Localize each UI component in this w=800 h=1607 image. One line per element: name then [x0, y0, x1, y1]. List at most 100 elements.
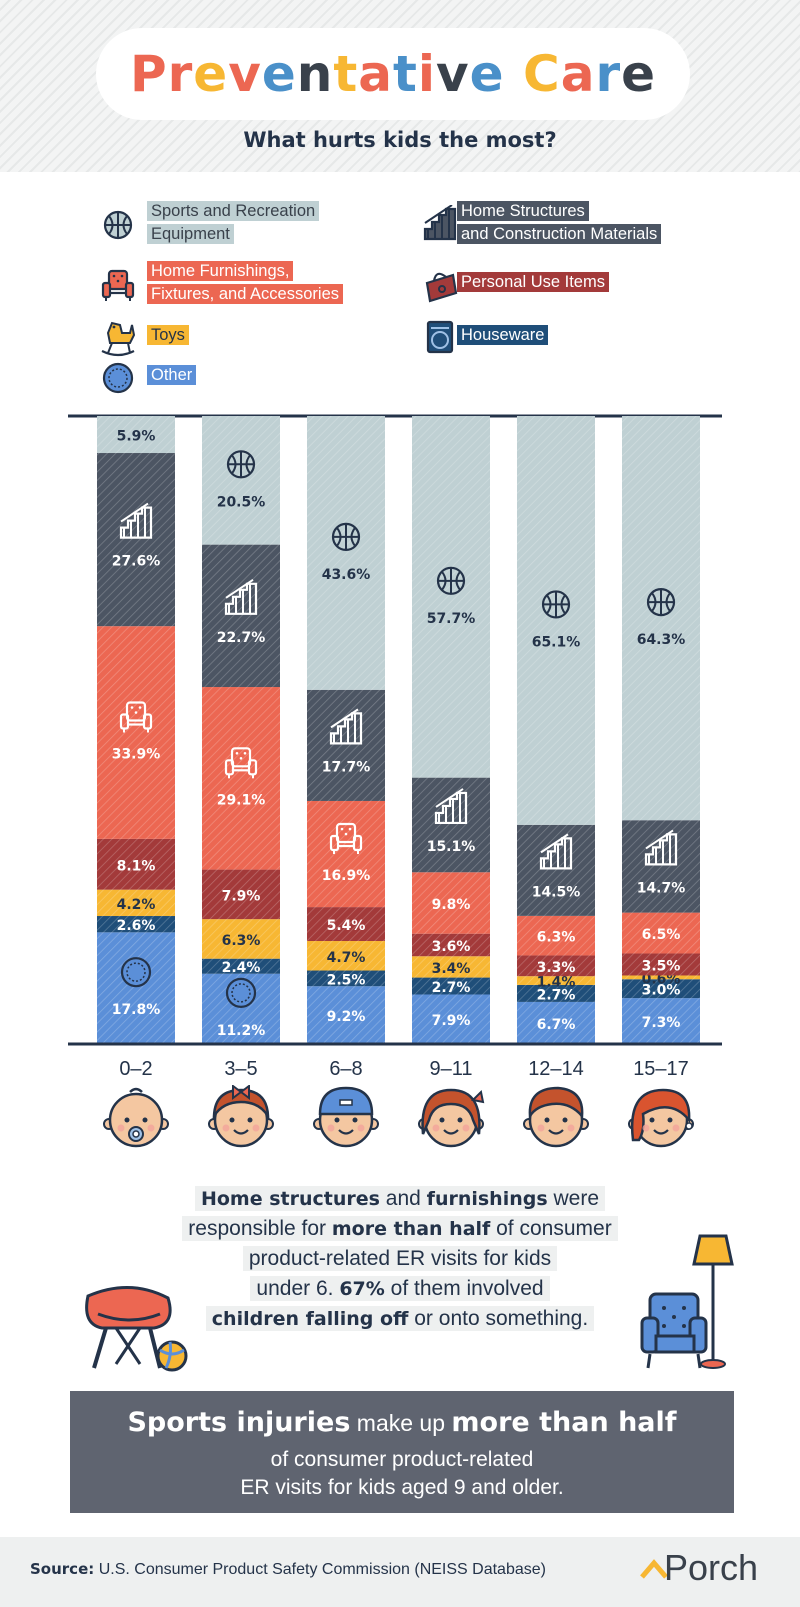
- bar-value-label: 14.7%: [637, 880, 686, 896]
- legend-coin-icon: [102, 362, 134, 394]
- porch-logo-text: Porch: [664, 1547, 759, 1588]
- bar-segment-texture: [97, 916, 175, 933]
- legend-basketball-icon: [103, 210, 133, 240]
- bar-value-label: 3.4%: [432, 961, 471, 977]
- bar-value-label: 2.7%: [537, 987, 576, 1003]
- note-bold-furnishings: furnishings: [426, 1188, 548, 1210]
- bar-value-label: 64.3%: [637, 632, 686, 648]
- bar-basketball-icon: [331, 522, 361, 552]
- legend-label: Toys: [144, 324, 192, 347]
- title-letter: C: [522, 45, 561, 103]
- chair-ball-illustration: [85, 1286, 188, 1372]
- title-letter: r: [167, 45, 194, 103]
- title-letter: v: [436, 45, 470, 103]
- legend-rocking-horse-icon: [101, 321, 136, 357]
- title-letter: v: [228, 45, 262, 103]
- bar-basketball-icon: [646, 588, 676, 617]
- girl-pigtail-face-icon: [418, 1088, 485, 1148]
- bar-basketball-icon: [436, 566, 466, 595]
- bar-stairs-icon: [434, 788, 468, 825]
- note-text: product-related ER visits for kids: [242, 1246, 558, 1271]
- legend-label: Sports and Recreation Equipment: [144, 200, 322, 246]
- bar-coin-icon: [225, 977, 257, 1008]
- bar-segment-texture: [412, 977, 490, 995]
- bar-value-label: 17.8%: [112, 1002, 161, 1018]
- teen-girl-face-icon: [628, 1088, 694, 1148]
- bar-value-label: 3.6%: [432, 939, 471, 955]
- note-text: were: [547, 1187, 600, 1210]
- bar-segment-texture: [412, 933, 490, 957]
- title-pill: Preventative Care: [96, 28, 690, 120]
- legend-label-line: Toys: [147, 325, 189, 345]
- bar-value-label: 5.4%: [327, 918, 366, 934]
- bar-segment-texture: [97, 626, 175, 839]
- bar-value-label: 7.3%: [642, 1015, 681, 1031]
- bar-value-label: 6.3%: [222, 933, 261, 949]
- bar-armchair-icon: [329, 822, 363, 855]
- bar-segment-texture: [622, 979, 700, 999]
- bar-segment-texture: [412, 872, 490, 934]
- title-letter: a: [560, 45, 596, 103]
- bar-value-label: 7.9%: [432, 1013, 471, 1029]
- legend-label-line: Other: [147, 365, 197, 385]
- bar-value-label: 6.3%: [537, 930, 576, 946]
- legend-washer-icon: [426, 320, 454, 354]
- legend-label: Personal Use Items: [454, 271, 612, 294]
- legend-label-line: Home Furnishings,: [147, 261, 294, 281]
- bar-segment-texture: [202, 687, 280, 870]
- bar-segment-texture: [412, 416, 490, 778]
- banner-line-2: of consumer product-related: [270, 1448, 534, 1471]
- bar-value-label: 1.4%: [537, 975, 576, 991]
- x-tick-label: 12–14: [528, 1058, 584, 1080]
- bar-segment-texture: [622, 912, 700, 954]
- banner-line-3: ER visits for kids aged 9 and older.: [240, 1476, 564, 1499]
- bar-segment-texture: [307, 907, 385, 942]
- stacked-bar-chart: 17.8% 2.6% 4.2% 8.1% 33.9% 27.6% 5.9% 11.2% 2.4%…: [68, 414, 722, 1046]
- legend-label-line: Fixtures, and Accessories: [147, 284, 343, 304]
- bar-value-label: 7.9%: [222, 888, 261, 904]
- bar-value-label: 3.0%: [642, 983, 681, 999]
- bar-segment-texture: [412, 777, 490, 873]
- bar-segment-texture: [517, 976, 595, 985]
- legend-label-line: Equipment: [147, 224, 234, 244]
- bar-value-label: 5.9%: [117, 429, 156, 445]
- legend-label-line: Home Structures: [457, 201, 589, 221]
- porch-logo-icon: [640, 1559, 668, 1579]
- legend-label: Houseware: [454, 324, 551, 347]
- bar-segment-texture: [97, 932, 175, 1044]
- bar-segment-texture: [202, 416, 280, 545]
- bar-segment-texture: [202, 869, 280, 920]
- bar-segment-texture: [307, 986, 385, 1044]
- bar-segment-texture: [202, 919, 280, 959]
- bar-value-label: 6.5%: [642, 927, 681, 943]
- bar-value-label: 29.1%: [217, 792, 266, 808]
- bar-value-label: 9.8%: [432, 897, 471, 913]
- bar-segment-texture: [517, 824, 595, 916]
- legend-label-line: Sports and Recreation: [147, 201, 320, 221]
- bar-stairs-icon: [119, 502, 153, 539]
- bar-value-label: 8.1%: [117, 858, 156, 874]
- bar-segment-texture: [517, 416, 595, 825]
- title-letter: t: [333, 45, 359, 103]
- title-letter: e: [621, 45, 657, 103]
- bar-segment-texture: [307, 689, 385, 801]
- bar-value-label: 9.2%: [327, 1009, 366, 1025]
- x-tick-label: 9–11: [429, 1058, 473, 1080]
- note-bold-67-percent: 67%: [339, 1278, 385, 1300]
- bar-value-label: 3.5%: [642, 958, 681, 974]
- bar-value-label: 57.7%: [427, 611, 476, 627]
- legend-label-line: and Construction Materials: [457, 224, 662, 244]
- bar-segment-texture: [622, 820, 700, 913]
- title-letter: i: [417, 45, 437, 103]
- note-bold-falling-off: children falling off: [211, 1308, 409, 1330]
- title-letter: e: [469, 45, 505, 103]
- bar-segment-texture: [517, 955, 595, 977]
- bar-value-label: 16.9%: [322, 868, 371, 884]
- legend-label-line: Houseware: [457, 325, 549, 345]
- bar-segment-texture: [307, 800, 385, 908]
- bar-segment-texture: [307, 416, 385, 690]
- armchair-lamp-illustration: [640, 1234, 734, 1369]
- note-text: responsible for: [188, 1217, 332, 1240]
- source-citation: Source: U.S. Consumer Product Safety Com…: [30, 1560, 546, 1579]
- legend-purse-icon: [425, 272, 458, 303]
